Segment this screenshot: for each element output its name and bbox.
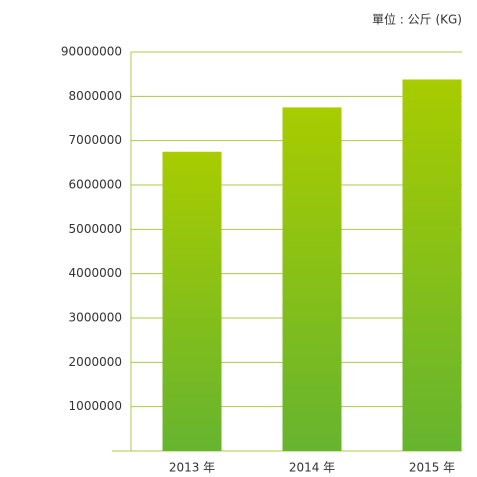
y-tick-label: 8000000 (69, 89, 122, 103)
y-tick-label: 2000000 (69, 355, 122, 369)
y-tick-label: 7000000 (69, 133, 122, 147)
x-tick-label: 2014 年 (289, 461, 335, 475)
x-tick-label: 2015 年 (409, 461, 455, 475)
x-tick-label: 2013 年 (169, 461, 215, 475)
y-tick-label: 3000000 (69, 311, 122, 325)
bar (402, 79, 462, 451)
y-tick-label: 1000000 (69, 399, 122, 413)
y-tick-label: 6000000 (69, 178, 122, 192)
y-tick-label: 5000000 (69, 222, 122, 236)
bar (162, 151, 222, 451)
unit-annotation: 單位 : 公斤 (KG) (372, 12, 462, 27)
bar (282, 107, 342, 452)
y-tick-label: 90000000 (61, 45, 122, 59)
y-tick-label: 4000000 (69, 266, 122, 280)
